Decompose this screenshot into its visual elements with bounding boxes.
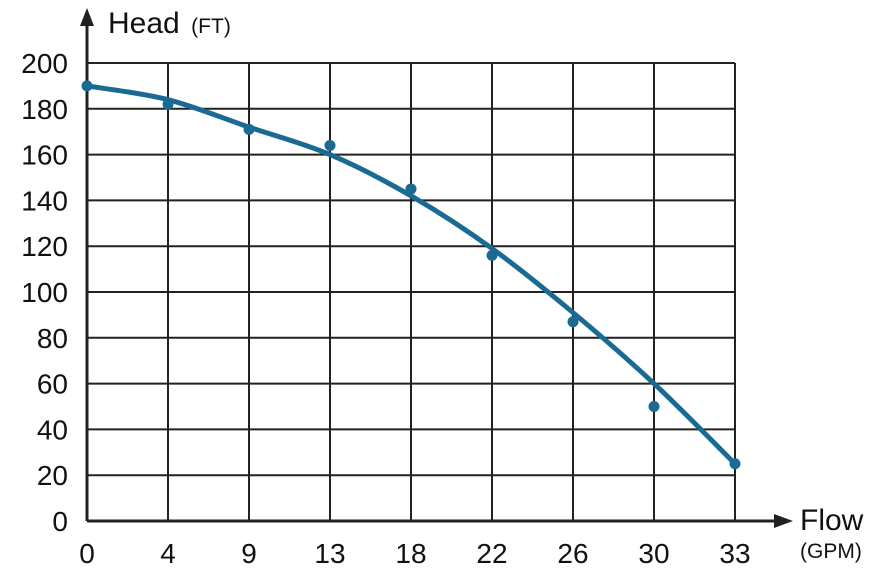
y-tick-label: 60 (37, 369, 68, 400)
data-point (324, 139, 336, 151)
series-curve-layer (84, 83, 738, 467)
y-tick-label: 0 (52, 506, 68, 537)
data-point (486, 249, 498, 261)
x-axis-unit: (GPM) (800, 540, 862, 563)
series-points-layer (81, 80, 741, 470)
x-tick-labels: 0 4 9 13 18 22 26 30 33 (79, 538, 750, 568)
y-axis-label: Head (108, 7, 180, 40)
x-tick-label: 0 (79, 538, 95, 568)
y-tick-label: 140 (21, 185, 68, 216)
data-point (405, 183, 417, 195)
x-tick-label: 4 (160, 538, 176, 568)
y-axis-title: Head (FT) (108, 7, 231, 40)
series-curve (84, 83, 738, 467)
y-tick-label: 40 (37, 414, 68, 445)
y-axis-unit: (FT) (191, 15, 231, 38)
data-point (729, 458, 741, 470)
y-tick-label: 200 (21, 48, 68, 79)
data-point (243, 123, 255, 135)
grid (87, 62, 736, 521)
y-tick-label: 20 (37, 460, 68, 491)
x-tick-label: 13 (314, 538, 345, 568)
x-tick-label: 33 (719, 538, 750, 568)
data-point (162, 98, 174, 110)
x-tick-label: 30 (638, 538, 669, 568)
y-tick-label: 80 (37, 323, 68, 354)
x-tick-label: 18 (395, 538, 426, 568)
x-tick-label: 22 (476, 538, 507, 568)
y-tick-label: 180 (21, 94, 68, 125)
y-tick-label: 160 (21, 140, 68, 171)
axes (80, 8, 793, 528)
x-tick-label: 26 (557, 538, 588, 568)
y-axis-arrow-icon (80, 8, 94, 26)
y-tick-label: 120 (21, 231, 68, 262)
x-tick-label: 9 (241, 538, 257, 568)
y-tick-labels: 0 20 40 60 80 100 120 140 160 180 200 (21, 48, 68, 537)
data-point (648, 401, 660, 412)
x-axis-arrow-icon (774, 514, 793, 528)
y-tick-label: 100 (21, 277, 68, 308)
x-axis-label: Flow (800, 504, 864, 537)
data-point (81, 80, 93, 92)
data-point (567, 316, 579, 328)
